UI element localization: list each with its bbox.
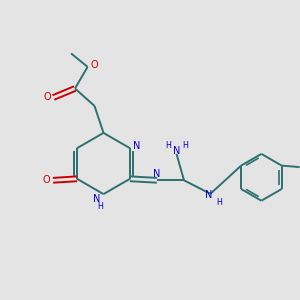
- Text: N: N: [173, 146, 180, 156]
- Text: O: O: [44, 92, 51, 103]
- Text: H: H: [98, 202, 103, 211]
- Text: H: H: [216, 198, 222, 207]
- Text: O: O: [90, 60, 98, 70]
- Text: N: N: [93, 194, 100, 205]
- Text: N: N: [205, 190, 213, 200]
- Text: O: O: [43, 175, 50, 185]
- Text: H: H: [182, 141, 188, 150]
- Text: H: H: [165, 141, 171, 150]
- Text: N: N: [133, 141, 140, 151]
- Text: N: N: [153, 169, 161, 179]
